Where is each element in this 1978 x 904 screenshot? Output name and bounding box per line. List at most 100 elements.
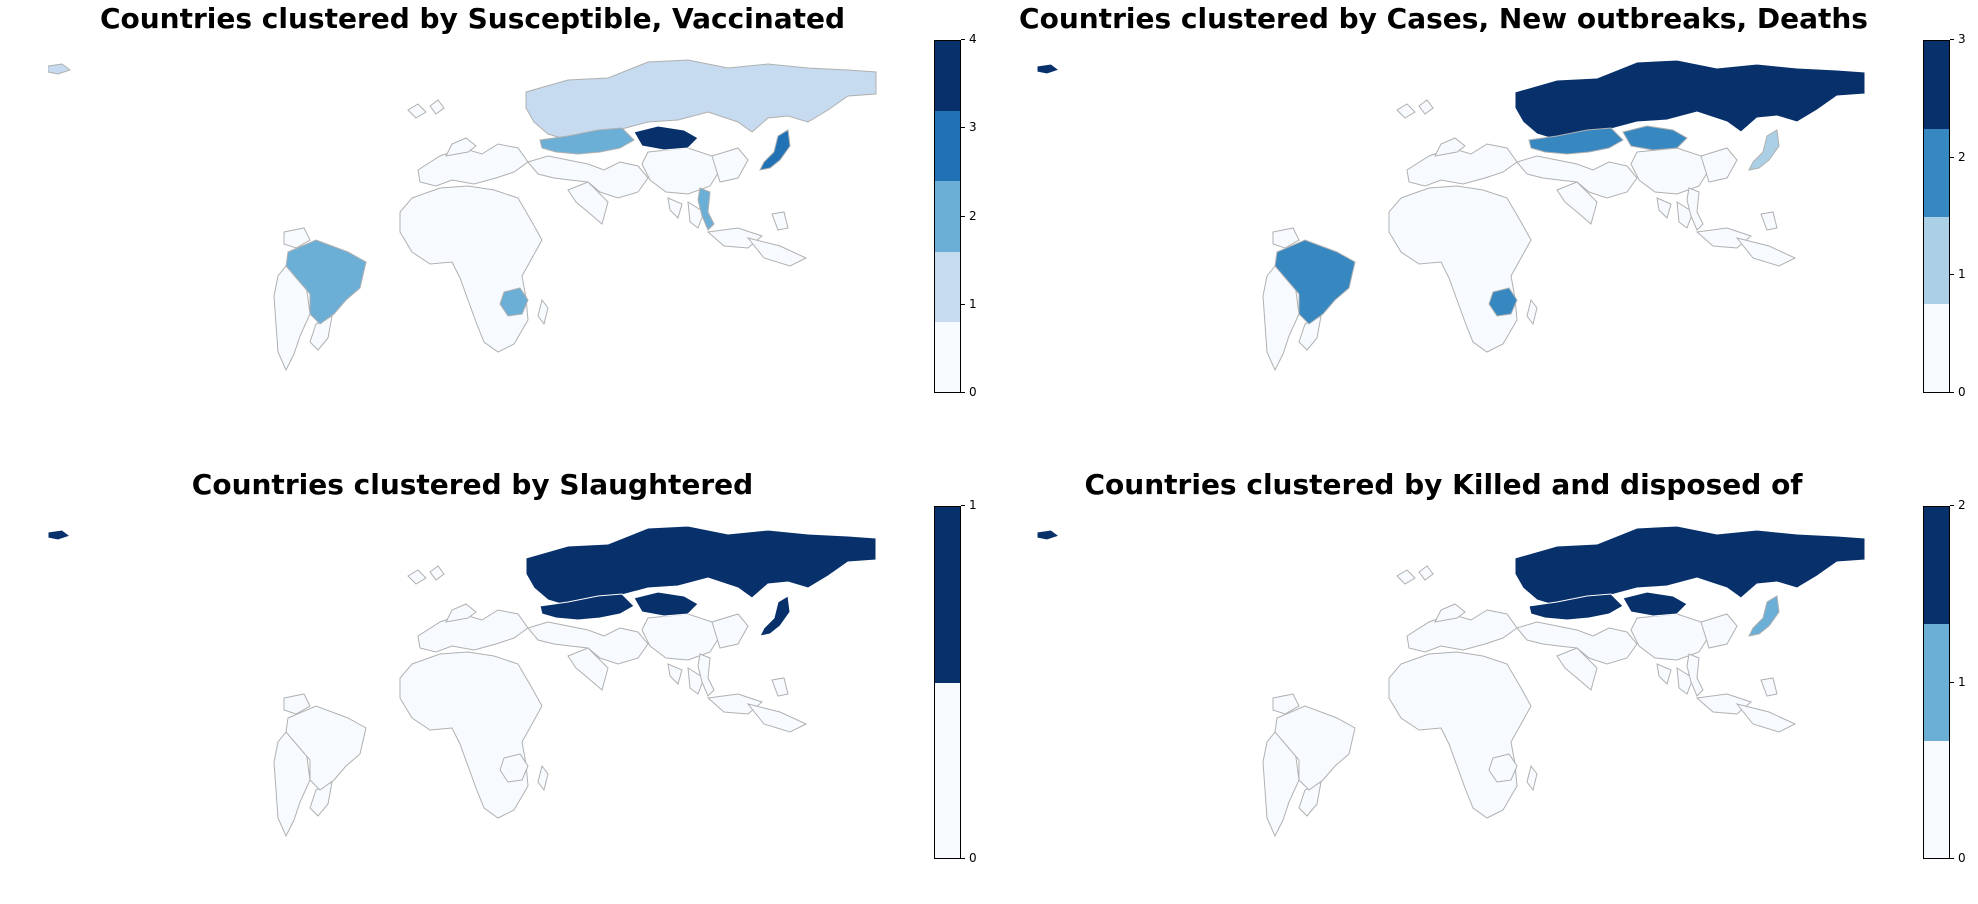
colorbar-tick-label: 2 [1950, 498, 1966, 512]
map-panel-slaughtered: Countries clustered by Slaughtered 0 1 [0, 466, 989, 904]
country-shape [283, 693, 311, 715]
colorbar-tick-label: 3 [961, 120, 977, 134]
country-shape [445, 137, 477, 157]
country-shape [283, 227, 311, 249]
country-shape [1272, 227, 1300, 249]
country-japan [759, 595, 791, 637]
country-shape [407, 103, 427, 119]
country-shape [1656, 197, 1672, 219]
country-alaska [1037, 529, 1061, 541]
country-shape [399, 185, 543, 353]
country-shape [641, 613, 721, 661]
colorbar [934, 506, 961, 859]
country-mongolia [1622, 125, 1688, 151]
colorbar-tick-label: 0 [1950, 851, 1966, 865]
country-shape [1676, 201, 1694, 229]
country-botswana [1488, 753, 1518, 783]
country-shape [687, 201, 705, 229]
colorbar [1923, 40, 1950, 393]
country-shape [429, 99, 445, 115]
country-mongolia [633, 125, 699, 151]
country-shape [1516, 155, 1638, 199]
colorbar-tick-label: 4 [961, 32, 977, 46]
country-shape [667, 663, 683, 685]
country-shape [1262, 265, 1300, 372]
map-title: Countries clustered by Cases, New outbre… [1019, 2, 1868, 35]
country-shape [445, 603, 477, 623]
country-shape [641, 147, 721, 195]
country-botswana [1488, 287, 1518, 317]
colorbar-segment-3 [1924, 41, 1949, 129]
country-vietnam [697, 653, 715, 697]
country-shape [1388, 651, 1532, 819]
colorbar-segment-2 [1924, 507, 1949, 624]
country-shape [1418, 565, 1434, 581]
country-shape [687, 667, 705, 695]
colorbar-tick-label: 1 [961, 297, 977, 311]
country-shape [711, 147, 749, 183]
colorbar-tick-label: 2 [1950, 150, 1966, 164]
country-shape [1272, 693, 1300, 715]
country-botswana [499, 753, 529, 783]
country-brazil [285, 705, 367, 791]
choropleth-map [1037, 59, 1866, 372]
country-kazakhstan [1528, 593, 1624, 621]
country-shape [1760, 211, 1778, 231]
country-vietnam [1686, 187, 1704, 231]
colorbar [934, 40, 961, 393]
country-alaska [48, 529, 72, 541]
country-japan [759, 129, 791, 171]
country-russia [525, 525, 877, 607]
country-kazakhstan [539, 127, 635, 155]
colorbar-segment-0 [1924, 741, 1949, 858]
colorbar-segment-1 [1924, 216, 1949, 305]
colorbar-tick-label: 1 [1950, 267, 1966, 281]
country-shape [417, 609, 529, 653]
colorbar-tick-label: 1 [1950, 675, 1966, 689]
country-shape [1700, 613, 1738, 649]
country-brazil [285, 239, 367, 325]
colorbar [1923, 506, 1950, 859]
colorbar-segment-4 [935, 40, 960, 112]
country-vietnam [697, 187, 715, 231]
country-japan [1748, 595, 1780, 637]
country-shape [1556, 181, 1598, 225]
country-shape [399, 651, 543, 819]
country-shape [527, 621, 649, 665]
country-shape [407, 569, 427, 585]
colorbar-tick-label: 0 [961, 385, 977, 399]
country-shape [1418, 99, 1434, 115]
choropleth-map [1037, 525, 1866, 838]
country-shape [273, 731, 311, 838]
country-brazil [1274, 239, 1356, 325]
country-shape [1262, 731, 1300, 838]
country-mongolia [633, 591, 699, 617]
map-title: Countries clustered by Killed and dispos… [1084, 468, 1803, 501]
colorbar-tick-label: 1 [961, 498, 977, 512]
country-shape [1630, 147, 1710, 195]
country-shape [1396, 103, 1416, 119]
colorbar-segment-2 [1924, 128, 1949, 217]
country-shape [771, 211, 789, 231]
colorbar-segment-1 [935, 251, 960, 322]
map-panel-killed-disposed: Countries clustered by Killed and dispos… [989, 466, 1978, 904]
colorbar-tick-label: 0 [1950, 385, 1966, 399]
colorbar-tick-label: 2 [961, 209, 977, 223]
colorbar-segment-1 [935, 507, 960, 683]
country-shape [771, 677, 789, 697]
colorbar-segment-1 [1924, 624, 1949, 741]
colorbar-segment-2 [935, 181, 960, 252]
country-shape [1760, 677, 1778, 697]
country-shape [1406, 143, 1518, 187]
country-russia [1514, 59, 1866, 141]
country-shape [746, 703, 808, 733]
country-mongolia [1622, 591, 1688, 617]
country-shape [1735, 237, 1797, 267]
country-kazakhstan [539, 593, 635, 621]
country-shape [1556, 647, 1598, 691]
colorbar-tick-label: 0 [961, 851, 977, 865]
country-shape [1676, 667, 1694, 695]
country-alaska [48, 63, 72, 75]
country-russia [525, 59, 877, 141]
choropleth-map [48, 59, 877, 372]
